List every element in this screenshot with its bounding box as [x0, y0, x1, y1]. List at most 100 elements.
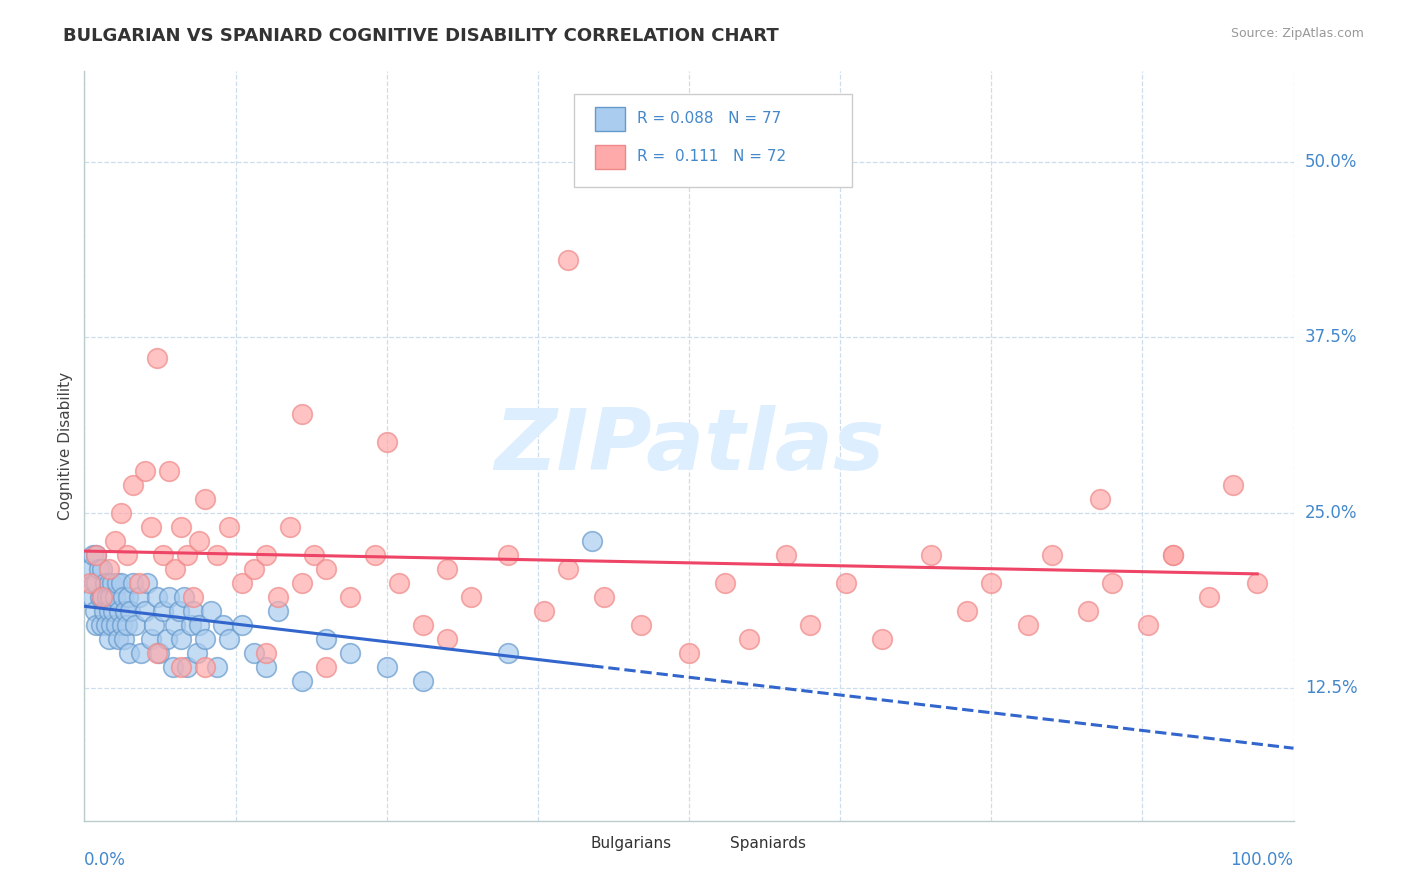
Point — [254, 659, 277, 673]
Point — [89, 590, 111, 604]
Point — [165, 617, 187, 632]
Point — [291, 575, 314, 590]
Point — [86, 548, 108, 562]
Point — [194, 491, 217, 506]
Point — [460, 590, 482, 604]
Point — [101, 575, 124, 590]
Point — [194, 659, 217, 673]
Point — [1077, 603, 1099, 617]
Point — [97, 561, 120, 575]
Point — [110, 506, 132, 520]
Point — [115, 548, 138, 562]
Point — [110, 575, 132, 590]
Point — [436, 561, 458, 575]
Point — [630, 617, 652, 632]
Point — [117, 590, 139, 604]
Point — [872, 632, 894, 646]
Point — [412, 673, 434, 688]
Point — [170, 659, 193, 673]
Point — [188, 533, 211, 548]
Point — [496, 646, 519, 660]
Point — [79, 561, 101, 575]
Point — [267, 590, 290, 604]
Bar — [595, 145, 624, 169]
Point — [278, 519, 301, 533]
Point — [775, 548, 797, 562]
Point — [339, 646, 361, 660]
Text: 25.0%: 25.0% — [1305, 503, 1357, 522]
Point — [1161, 548, 1184, 562]
Point — [146, 351, 169, 366]
Text: Spaniards: Spaniards — [730, 837, 806, 851]
Point — [242, 561, 264, 575]
Point — [96, 590, 118, 604]
Point — [134, 463, 156, 477]
Point — [267, 603, 290, 617]
Point — [388, 575, 411, 590]
Point — [152, 603, 174, 617]
Point — [194, 632, 217, 646]
FancyBboxPatch shape — [574, 94, 852, 187]
Point — [212, 617, 235, 632]
Point — [593, 590, 616, 604]
Point — [112, 590, 135, 604]
Point — [94, 617, 117, 632]
Point — [155, 632, 177, 646]
Point — [557, 253, 579, 268]
Point — [920, 548, 942, 562]
Point — [83, 575, 105, 590]
Point — [97, 632, 120, 646]
Point — [157, 463, 180, 477]
Point — [139, 519, 162, 533]
Point — [120, 603, 142, 617]
Point — [956, 603, 979, 617]
Point — [104, 617, 127, 632]
Bar — [595, 107, 624, 131]
Point — [170, 632, 193, 646]
Point — [1101, 575, 1123, 590]
Point — [176, 659, 198, 673]
Point — [291, 408, 314, 422]
Point — [121, 477, 143, 491]
Point — [104, 590, 127, 604]
Point — [412, 617, 434, 632]
Point — [128, 590, 150, 604]
Text: BULGARIAN VS SPANIARD COGNITIVE DISABILITY CORRELATION CHART: BULGARIAN VS SPANIARD COGNITIVE DISABILI… — [63, 27, 779, 45]
Point — [533, 603, 555, 617]
Point — [1017, 617, 1039, 632]
Point — [129, 646, 152, 660]
Text: 50.0%: 50.0% — [1305, 153, 1357, 171]
Point — [114, 603, 136, 617]
Point — [91, 590, 114, 604]
Point — [1088, 491, 1111, 506]
Point — [1198, 590, 1220, 604]
Point — [375, 659, 398, 673]
Point — [94, 575, 117, 590]
Point — [496, 548, 519, 562]
Point — [80, 590, 103, 604]
Point — [98, 590, 121, 604]
Point — [121, 575, 143, 590]
Y-axis label: Cognitive Disability: Cognitive Disability — [58, 372, 73, 520]
Point — [678, 155, 700, 169]
Point — [93, 603, 115, 617]
Point — [104, 533, 127, 548]
Point — [678, 646, 700, 660]
Point — [291, 673, 314, 688]
Bar — [702, 836, 723, 852]
Text: R = 0.088   N = 77: R = 0.088 N = 77 — [637, 112, 782, 126]
Point — [91, 590, 114, 604]
Point — [254, 646, 277, 660]
Point — [207, 548, 229, 562]
Point — [165, 561, 187, 575]
Point — [581, 533, 603, 548]
Point — [557, 561, 579, 575]
Bar — [562, 836, 583, 852]
Point — [100, 617, 122, 632]
Text: R =  0.111   N = 72: R = 0.111 N = 72 — [637, 149, 786, 163]
Point — [112, 632, 135, 646]
Point — [146, 646, 169, 660]
Point — [79, 575, 101, 590]
Text: Bulgarians: Bulgarians — [591, 837, 672, 851]
Point — [167, 603, 190, 617]
